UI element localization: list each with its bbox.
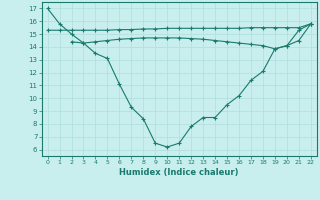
X-axis label: Humidex (Indice chaleur): Humidex (Indice chaleur) bbox=[119, 168, 239, 177]
